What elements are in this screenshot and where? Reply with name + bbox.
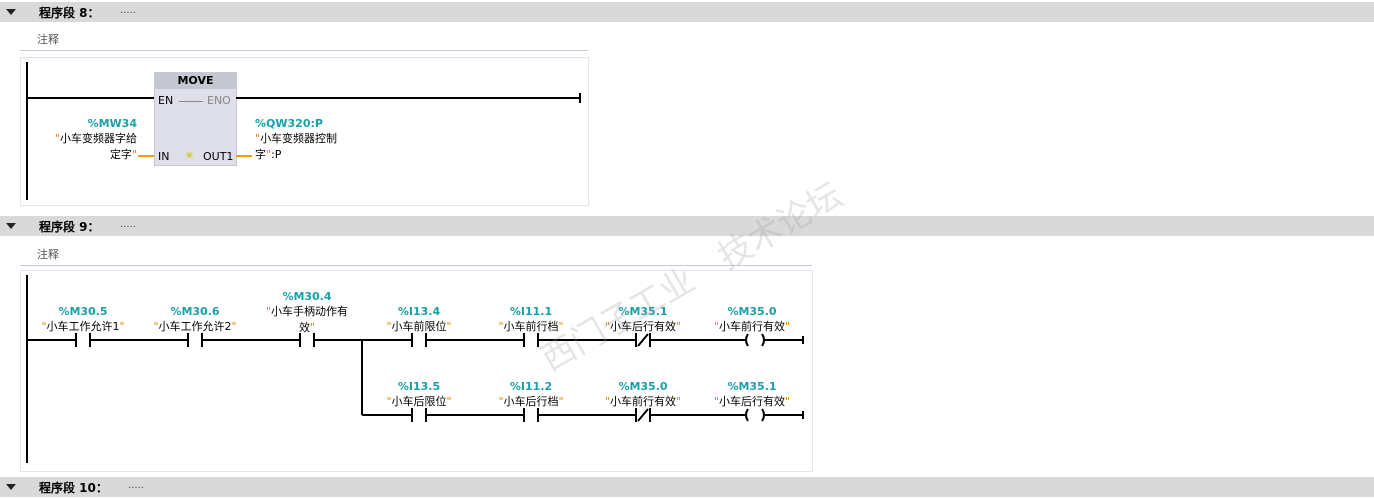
operand-name: "小车前行有效" [713,320,791,333]
network-comment-9[interactable]: 注释 [20,242,812,266]
operand-address: %M35.0 [727,305,777,318]
network-9-area [20,270,813,472]
network-comment-8[interactable]: 注释 [20,27,588,51]
en-pin: EN [158,94,174,107]
collapse-triangle-icon[interactable] [6,484,16,490]
operand-address: %I11.2 [509,380,553,393]
operand-address: %M30.4 [282,290,332,303]
operand-address: %I13.5 [397,380,441,393]
add-output-star-icon[interactable]: ✳ [185,149,195,162]
network-8-area [20,57,589,206]
operand-label[interactable]: %M30.4 "小车手柄动作有 效" [247,290,367,335]
operand-label[interactable]: %M35.0 "小车前行有效" [583,380,703,409]
network-header-8[interactable]: 程序段 8： ..... [0,2,1374,22]
collapse-triangle-icon[interactable] [6,9,16,15]
operand-name: "小车后行有效" [604,320,682,333]
in-operand[interactable]: %MW34 "小车变频器字给 定字" [54,117,137,161]
operand-address: %I11.1 [509,305,553,318]
operand-label[interactable]: %M30.5 "小车工作允许1" [23,305,143,334]
collapse-triangle-icon[interactable] [6,223,16,229]
operand-address: %I13.4 [397,305,441,318]
coil-icon[interactable] [745,333,765,347]
eno-pin: ENO [207,94,231,107]
operand-address: %M35.1 [618,305,668,318]
operand-name: "小车后行档" [498,395,564,408]
network-header-10[interactable]: 程序段 10： ..... [0,477,1374,497]
coil-icon[interactable] [745,408,765,422]
out-operand[interactable]: %QW320:P "小车变频器控制 字":P [255,117,338,161]
operand-label[interactable]: %M35.1 "小车后行有效" [583,305,703,334]
operand-name: "小车工作允许1" [41,320,125,333]
move-block[interactable]: MOVE EN ENO IN ✳ OUT1 [154,72,237,166]
operand-name: "小车工作允许2" [153,320,237,333]
operand-label[interactable]: %M35.0 "小车前行有效" [692,305,812,334]
operand-address: %M35.0 [618,380,668,393]
operand-label[interactable]: %I11.1 "小车前行档" [471,305,591,334]
operand-address: %M30.5 [58,305,108,318]
operand-name-line2: 效" [298,321,316,334]
operand-name: "小车后限位" [386,395,452,408]
en-eno-line [179,101,203,102]
operand-label[interactable]: %I11.2 "小车后行档" [471,380,591,409]
operand-name: "小车前行档" [498,320,564,333]
operand-label[interactable]: %I13.4 "小车前限位" [359,305,479,334]
move-block-title: MOVE [155,73,236,89]
network-header-9[interactable]: 程序段 9： ..... [0,216,1374,236]
in-pin: IN [158,150,170,163]
operand-address: %M30.6 [170,305,220,318]
nc-slash [637,408,649,422]
operand-name: "小车前行有效" [604,395,682,408]
operand-name: "小车手柄动作有 [265,305,349,318]
nc-slash [637,333,649,347]
operand-name: "小车前限位" [386,320,452,333]
operand-label[interactable]: %M30.6 "小车工作允许2" [135,305,255,334]
operand-name: "小车后行有效" [713,395,791,408]
operand-label[interactable]: %I13.5 "小车后限位" [359,380,479,409]
out1-pin: OUT1 [203,150,234,163]
operand-address: %M35.1 [727,380,777,393]
operand-label[interactable]: %M35.1 "小车后行有效" [692,380,812,409]
